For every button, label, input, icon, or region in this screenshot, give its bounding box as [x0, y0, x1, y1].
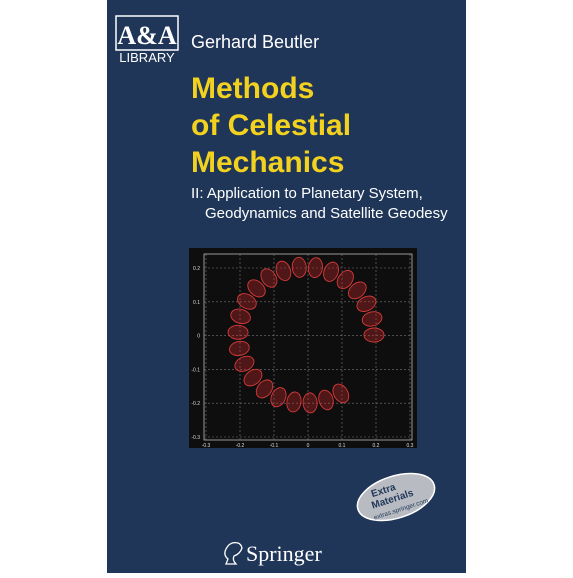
orbit-loop — [356, 295, 377, 312]
logo-frame — [115, 15, 179, 51]
orbit-loop — [234, 355, 255, 372]
orbit-loop — [332, 383, 350, 404]
y-tick-label: 0.2 — [193, 266, 200, 272]
extra-materials-badge: Extra Materials extras.springer.com — [356, 472, 436, 522]
y-tick-label: 0.1 — [193, 300, 200, 306]
orbit-loop — [286, 391, 302, 413]
orbit-loop — [260, 268, 278, 288]
x-tick-label: 0.2 — [373, 443, 380, 449]
orbit-loop — [243, 368, 263, 387]
orbit-loop — [302, 392, 318, 414]
orbit-loop — [363, 327, 385, 343]
x-tick-label: 0 — [307, 443, 310, 449]
orbit-loop — [228, 340, 250, 357]
orbit-loop — [237, 293, 257, 310]
logo-mark: A&A — [117, 21, 176, 50]
orbit-loop — [348, 281, 367, 300]
author: Gerhard Beutler — [191, 32, 319, 52]
orbit-loop — [275, 260, 292, 282]
x-tick-label: 0.1 — [339, 443, 346, 449]
x-tick-label: -0.3 — [202, 443, 211, 449]
logo-label: LIBRARY — [119, 50, 175, 65]
cover-figure: 0.2 0.1 0 -0.1 -0.2 -0.3-0.3 -0.2 -0.1 0 0.1 0.2 0.… — [189, 248, 417, 449]
orbit-loop — [318, 389, 334, 411]
orbit-loop — [323, 261, 340, 282]
x-tick-label: -0.2 — [236, 443, 245, 449]
y-tick-label: -0.1 — [191, 367, 200, 373]
subtitle-line: II: Application to Planetary System, — [191, 185, 423, 202]
badge-shape — [356, 472, 436, 522]
subtitle: II: Application to Planetary System, Geod… — [191, 185, 448, 222]
orbit-loop — [247, 279, 266, 298]
figure-background — [189, 248, 417, 448]
x-tick-label: 0.3 — [407, 443, 414, 449]
y-tick-label: -0.3 — [191, 435, 200, 441]
orbit-loop — [227, 324, 249, 340]
y-tick-label: 0 — [197, 334, 200, 340]
orbit-loop — [230, 308, 251, 325]
orbit-loop — [255, 379, 274, 399]
orbit-loop — [270, 387, 287, 408]
y-tick-label: -0.2 — [191, 401, 200, 407]
title: Methods of Celestial Mechanics — [191, 72, 351, 179]
orbit-loop — [336, 269, 354, 290]
series-logo: A&A LIBRARY — [115, 15, 179, 65]
subtitle-line: Geodynamics and Satellite Geodesy — [205, 205, 448, 222]
x-tick-label: -0.1 — [270, 443, 279, 449]
horse-icon — [224, 541, 243, 565]
publisher: Springer — [246, 541, 322, 566]
publisher-logo: Springer — [224, 541, 322, 566]
title-line: Mechanics — [191, 146, 344, 179]
orbit-loop — [361, 311, 383, 327]
orbit-loop — [307, 257, 323, 279]
title-line: of Celestial — [191, 109, 351, 142]
title-line: Methods — [191, 72, 314, 105]
orbit-loop — [291, 256, 307, 278]
